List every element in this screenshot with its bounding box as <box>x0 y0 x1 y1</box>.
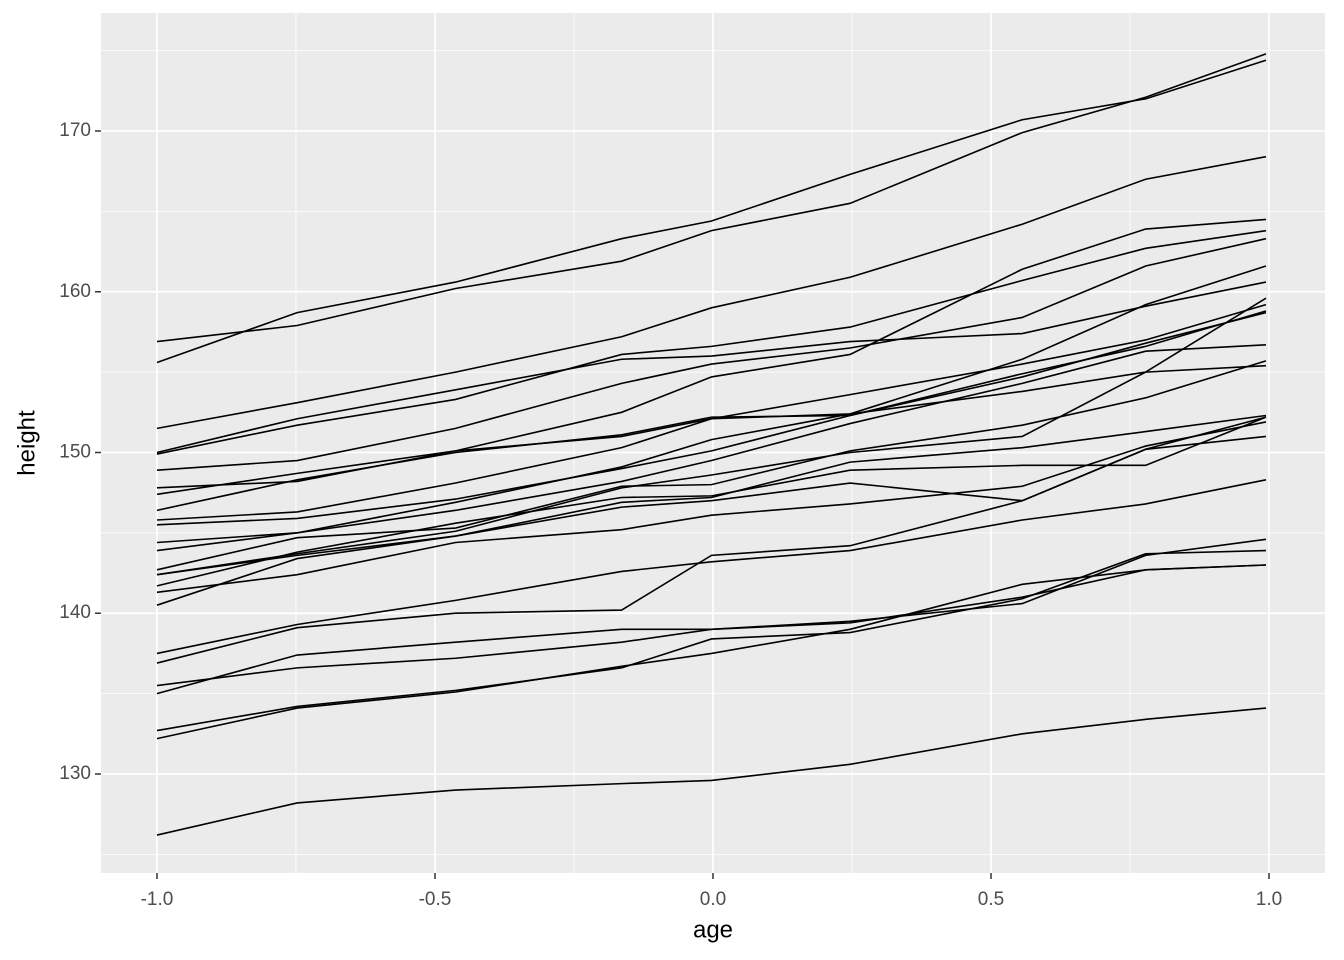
lines <box>156 53 1267 836</box>
series-line <box>156 364 1266 552</box>
series-line <box>156 53 1267 343</box>
y-tick-label: 170 <box>59 120 91 141</box>
x-tick-label: 1.0 <box>1256 889 1282 910</box>
series-line <box>156 281 1267 454</box>
series-line <box>156 549 1266 732</box>
x-axis-label: age <box>693 916 733 943</box>
series-line <box>156 421 1267 594</box>
x-tick-label: -1.0 <box>141 889 174 910</box>
series-line <box>156 229 1267 455</box>
series-line <box>156 416 1267 664</box>
axes: 130 140 150 160 170 -1.0 -0.5 0.0 0.5 1.0 <box>59 120 1282 910</box>
series-line <box>156 360 1267 571</box>
grid <box>101 13 1325 873</box>
series-line <box>156 155 1267 430</box>
series-line <box>156 416 1267 587</box>
series-line <box>156 538 1267 695</box>
series-line <box>156 707 1267 836</box>
x-tick-label: 0.5 <box>978 889 1004 910</box>
y-tick-label: 150 <box>59 441 91 462</box>
series-line <box>156 564 1266 740</box>
series-line <box>156 414 1267 576</box>
y-axis-label: height <box>13 410 40 476</box>
series-line <box>156 237 1267 471</box>
series-line <box>156 59 1267 364</box>
x-tick-label: -0.5 <box>419 889 452 910</box>
series-line <box>156 310 1267 526</box>
y-tick-label: 140 <box>59 602 91 623</box>
y-tick-label: 160 <box>59 281 91 302</box>
x-tick-label: 0.0 <box>700 889 726 910</box>
series-line <box>156 343 1266 544</box>
series-line <box>156 297 1267 576</box>
series-line <box>156 311 1267 512</box>
series-line <box>156 303 1267 521</box>
y-tick-label: 130 <box>59 763 91 784</box>
series-line <box>156 479 1267 655</box>
